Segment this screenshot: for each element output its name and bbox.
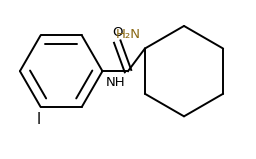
Text: O: O	[112, 26, 123, 39]
Text: I: I	[36, 112, 41, 127]
Text: H₂N: H₂N	[116, 28, 141, 41]
Text: NH: NH	[105, 76, 125, 89]
